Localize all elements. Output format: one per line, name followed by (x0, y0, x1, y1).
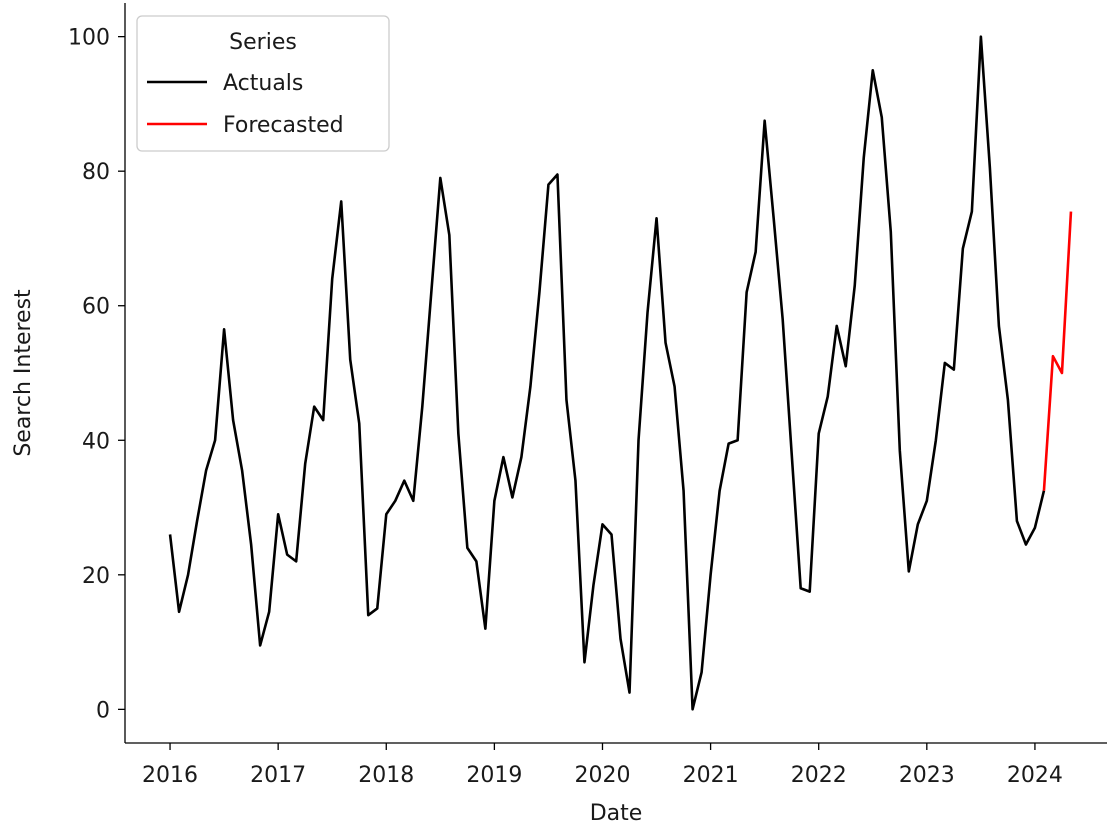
y-axis-label: Search Interest (11, 289, 36, 457)
axes (124, 3, 1107, 744)
series-layer (168, 35, 1073, 711)
x-axis-label: Date (590, 801, 643, 826)
x-tick-label: 2018 (358, 763, 414, 788)
ticks: 2016 2017 2018 2019 2020 2021 2022 2023 2024 0 20 4… (68, 26, 1063, 788)
y-tick-label: 60 (82, 295, 110, 320)
legend: Series Actuals Forecasted (136, 15, 390, 152)
y-tick-label: 100 (68, 26, 110, 51)
x-tick-label: 2016 (142, 763, 198, 788)
y-tick-label: 0 (96, 698, 110, 723)
x-tick-label: 2023 (899, 763, 955, 788)
x-tick-label: 2017 (250, 763, 306, 788)
legend-label-forecasted: Forecasted (223, 113, 344, 138)
x-tick-label: 2020 (574, 763, 630, 788)
x-tick-label: 2022 (791, 763, 847, 788)
x-tick-label: 2021 (683, 763, 739, 788)
y-tick-label: 20 (82, 564, 110, 589)
series-line-forecasted (1042, 211, 1073, 491)
y-tick-label: 80 (82, 160, 110, 185)
y-tick-label: 40 (82, 429, 110, 454)
legend-frame (136, 15, 390, 152)
x-tick-label: 2019 (466, 763, 522, 788)
series-line-actuals (168, 35, 1046, 711)
x-tick-label: 2024 (1007, 763, 1063, 788)
legend-label-actuals: Actuals (223, 71, 303, 96)
legend-title: Series (229, 30, 297, 55)
